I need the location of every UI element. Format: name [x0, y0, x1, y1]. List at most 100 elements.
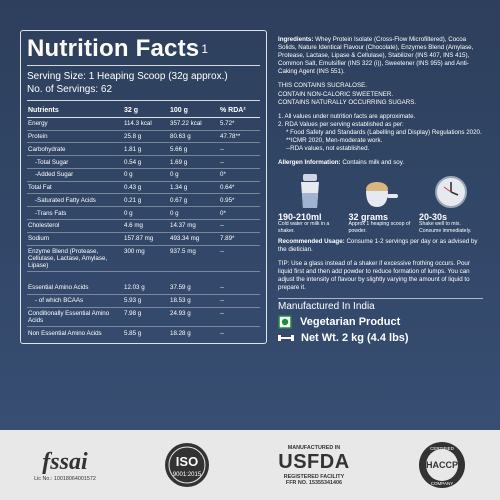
servings-count: No. of Servings: 62	[27, 84, 113, 95]
table-row: Conditionally Essential Amino Acids 7.98 …	[27, 307, 260, 328]
table-row: Non Essential Amino Acids 5.85 g 18.28 g --	[27, 327, 260, 339]
allergen-label: Allergen Information:	[278, 159, 341, 167]
ingredients-block: Ingredients: Whey Protein Isolate (Cross…	[278, 36, 483, 76]
nutrition-panel: Nutrition Facts 1 Serving Size: 1 Heaping…	[20, 30, 267, 345]
table-row: -Total Sugar 0.54 g 1.69 g --	[27, 155, 260, 169]
preparation-steps: 190-210ml Cold water or milk in a shaker…	[278, 173, 483, 234]
vegetarian-badge: Vegetarian Product	[278, 315, 483, 330]
usfda-title: USFDA	[278, 450, 350, 473]
table-row: Sodium 157.87 mg 493.34 mg 7.89*	[27, 232, 260, 246]
cell-v100: 1.69 g	[169, 155, 219, 169]
table-row: Enzyme Blend (Protease, Cellulase, Lacta…	[27, 245, 260, 273]
step-scoop: 32 grams Approx 1 heaping scoop of powde…	[349, 173, 413, 234]
header-rda: % RDA²	[219, 105, 260, 118]
step-amount: 190-210ml	[278, 212, 322, 223]
contains-line: CONTAINS NATURALLY OCCURRING SUGARS.	[278, 98, 417, 106]
cell-rda: 47.78**	[219, 130, 260, 144]
header-100g: 100 g	[169, 105, 219, 118]
allergen-info: Allergen Information: Contains milk and …	[278, 159, 483, 167]
cell-v32: 0.54 g	[123, 155, 169, 169]
iso-standard: 9001:2015	[173, 472, 202, 478]
scoop-icon	[349, 173, 413, 209]
usage-tip: TIP: Use a glass instead of a shaker if …	[278, 260, 470, 292]
contains-line: THIS CONTAINS SUCRALOSE.	[278, 82, 367, 90]
cell-name: Essential Amino Acids	[27, 271, 123, 295]
step-amount: 32 grams	[348, 212, 389, 223]
table-row: - of which BCAAs 5.93 g 18.53 g --	[27, 294, 260, 308]
cell-v100: 18.53 g	[169, 294, 219, 308]
footnote: 1. All values under nutrition facts are …	[278, 112, 416, 120]
haccp-ring-top: CERTIFIED	[430, 446, 454, 451]
ingredients-text: Whey Protein Isolate (Cross-Flow Microfi…	[278, 36, 474, 76]
cell-name: Enzyme Blend (Protease, Cellulase, Lacta…	[27, 245, 123, 273]
cell-name: -Trans Fats	[27, 206, 123, 221]
cell-rda: 0.64*	[219, 181, 260, 195]
footnote: * Food Safety and Standards (Labelling a…	[286, 128, 482, 136]
usfda-ffr: FFR NO. 15355341406	[285, 479, 342, 486]
cell-name: -Added Sugar	[27, 168, 123, 182]
cell-name: - of which BCAAs	[27, 294, 123, 308]
dumbbell-icon	[278, 335, 294, 342]
cell-v100: 14.37 mg	[169, 219, 219, 233]
info-column: Ingredients: Whey Protein Isolate (Cross…	[278, 36, 483, 345]
cell-rda: --	[219, 142, 260, 157]
cell-v32: 300 mg	[123, 245, 169, 273]
cell-v32: 0 g	[123, 206, 169, 221]
cell-rda: --	[219, 155, 260, 169]
shaker-icon	[278, 173, 342, 209]
cell-v32: 7.98 g	[123, 307, 169, 328]
cell-rda: 0*	[219, 206, 260, 221]
haccp-title: HACCP	[426, 460, 458, 470]
nutrition-facts-section: Nutrition Facts 1 Serving Size: 1 Heaping…	[20, 30, 267, 345]
table-row: Total Fat 0.43 g 1.34 g 0.64*	[27, 181, 260, 195]
footnote: --RDA values, not established.	[286, 145, 370, 153]
step-shake: 20-30s Shake well to mix. Consume immedi…	[419, 173, 483, 234]
usage-label: Recommended Usage:	[278, 237, 345, 245]
fssai-logo: fssai	[42, 448, 88, 475]
usfda-top: MANUFACTURED IN	[287, 444, 341, 451]
cell-v32: 0 g	[123, 168, 169, 182]
cell-v32: 114.3 kcal	[123, 117, 169, 131]
table-row: Essential Amino Acids 12.03 g 37.59 g --	[27, 271, 260, 295]
cell-rda: 7.89*	[219, 232, 260, 246]
cell-rda: --	[219, 219, 260, 233]
iso-title: ISO	[176, 454, 198, 469]
cell-name: Conditionally Essential Amino Acids	[27, 307, 123, 328]
table-row: Carbohydrate 1.81 g 5.66 g --	[27, 142, 260, 157]
cell-v100: 5.66 g	[169, 142, 219, 157]
cell-name: -Total Sugar	[27, 155, 123, 169]
divider	[27, 65, 260, 66]
cell-v32: 5.85 g	[124, 329, 142, 337]
step-description: Shake well to mix. Consume immediately.	[419, 221, 472, 234]
recommended-usage: Recommended Usage: Consume 1-2 servings …	[278, 238, 483, 254]
fssai-license: Lic No.: 10018064001572	[34, 475, 96, 482]
cell-v32: 4.6 mg	[123, 219, 169, 233]
cell-v32: 12.03 g	[123, 271, 169, 295]
footnotes: 1. All values under nutrition facts are …	[278, 113, 483, 153]
ingredients-label: Ingredients:	[278, 36, 314, 43]
header-32g: 32 g	[123, 105, 169, 118]
allergen-text: Contains milk and soy.	[342, 159, 405, 167]
cell-v100: 0.67 g	[169, 193, 219, 208]
step-description: Cold water or milk in a shaker.	[278, 221, 330, 234]
nutrition-table: Nutrients 32 g 100 g % RDA² Energy 114.3 …	[27, 105, 260, 339]
usage-text: Consume 1-2 servings per day or as advis…	[278, 237, 478, 253]
nutrition-title: Nutrition Facts 1	[27, 37, 260, 61]
sweetener-notice: THIS CONTAINS SUCRALOSE. CONTAIN NON-CAL…	[278, 82, 483, 106]
cell-name: -Saturated Fatty Acids	[27, 193, 123, 208]
cell-v32: 25.8 g	[123, 130, 169, 144]
clock-icon	[419, 173, 483, 209]
footnote: 2. RDA Values per serving established as…	[278, 120, 404, 128]
cell-name: Energy	[27, 117, 123, 131]
header-nutrients: Nutrients	[27, 105, 123, 118]
veg-mark-icon	[278, 315, 292, 330]
net-weight-label: Net Wt. 2 kg (4.4 lbs)	[301, 332, 409, 345]
cell-name: Sodium	[27, 232, 123, 246]
cell-rda: --	[219, 245, 260, 273]
cell-name: Carbohydrate	[27, 142, 123, 157]
cell-v100: 493.34 mg	[169, 232, 219, 246]
table-row: -Saturated Fatty Acids 0.21 g 0.67 g 0.95*	[27, 193, 260, 208]
cell-v100: 937.5 mg	[169, 245, 219, 273]
